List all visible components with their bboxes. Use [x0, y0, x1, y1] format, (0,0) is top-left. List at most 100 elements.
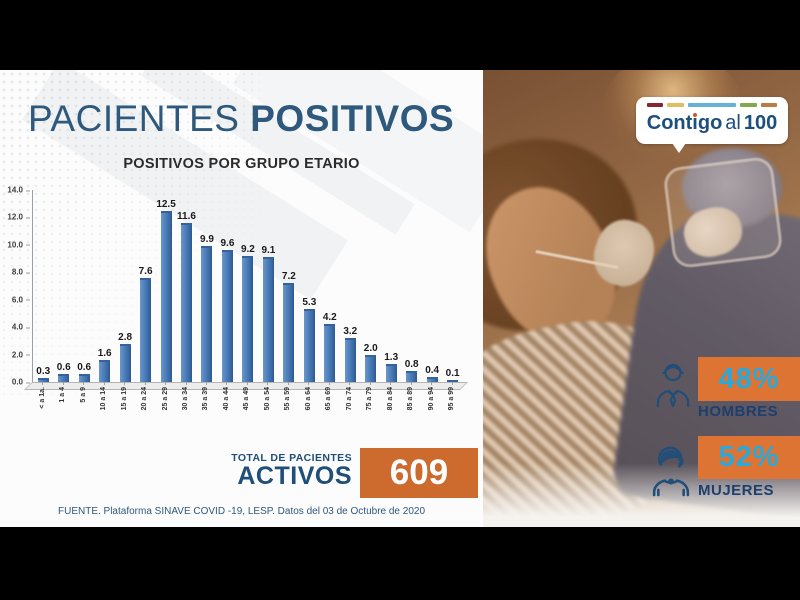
bar-value-label: 9.9 — [200, 234, 214, 246]
category-slot: 20 a 24 — [134, 382, 154, 436]
bar-value-label: 0.6 — [56, 361, 71, 373]
x-category-label: 65 a 69 — [325, 387, 333, 411]
x-category-label: 1 a 4 — [59, 387, 67, 403]
bar-group: 12.5 — [156, 190, 176, 382]
bar-group: 2.0 — [361, 190, 381, 382]
bar — [58, 373, 70, 382]
y-tick-label: 6.0 — [11, 295, 31, 305]
total-patients-value-badge: 609 — [360, 448, 478, 498]
bar-value-label: 3.2 — [343, 326, 358, 338]
bar-value-label: 1.3 — [384, 352, 399, 364]
bar-group: 9.2 — [238, 190, 258, 382]
bar — [262, 257, 274, 382]
bar-group: 1.6 — [94, 190, 114, 382]
logo-dash — [667, 103, 684, 107]
bar — [78, 373, 90, 382]
page-title-bold: POSITIVOS — [250, 98, 455, 139]
bar-value-label: 4.2 — [322, 312, 337, 324]
hombres-label: HOMBRES — [698, 403, 779, 420]
x-category-label: 75 a 79 — [366, 387, 374, 411]
category-slot: 60 a 64 — [298, 382, 318, 436]
bar — [426, 376, 438, 382]
x-category-label: 95 a 99 — [448, 387, 456, 411]
y-tick-label: 0.0 — [11, 377, 31, 387]
bar-group: 0.6 — [53, 190, 73, 382]
bar-value-label: 0.6 — [77, 361, 92, 373]
logo-dashes — [647, 103, 777, 107]
x-category-label: 35 a 39 — [202, 387, 210, 411]
bar-value-label: 1.6 — [97, 348, 112, 360]
category-slot: 10 a 14 — [93, 382, 113, 436]
y-tick-label: 8.0 — [11, 267, 31, 277]
logo-dash — [740, 103, 757, 107]
chart-title: POSITIVOS POR GRUPO ETARIO — [123, 156, 360, 172]
bar-group: 9.9 — [197, 190, 217, 382]
bar — [201, 246, 213, 382]
bar-value-label: 9.2 — [240, 243, 255, 255]
bar-group: 5.3 — [299, 190, 319, 382]
contigo-al-100-logo: Contıgo al 100 — [636, 97, 788, 153]
category-slot: 5 a 9 — [73, 382, 93, 436]
logo-i-orange-dot: ı — [692, 112, 698, 134]
bar-group: 4.2 — [320, 190, 340, 382]
x-category-label: 90 a 94 — [427, 387, 435, 411]
bar-value-label: 9.1 — [261, 245, 276, 257]
slide: PACIENTES POSITIVOS POSITIVOS POR GRUPO … — [0, 70, 800, 527]
bar — [406, 371, 418, 382]
woman-icon — [644, 439, 698, 502]
chart-bars: 0.3 0.6 0.6 1.6 2.8 7.6 12.5 11.6 9.9 9.6 9.2 9.1 7.… — [33, 190, 463, 382]
bar-group: 9.6 — [217, 190, 237, 382]
bar — [119, 343, 131, 382]
x-category-label: 60 a 64 — [304, 387, 312, 411]
category-slot: 15 a 19 — [114, 382, 134, 436]
bar-group: 0.6 — [74, 190, 94, 382]
bar-group: 7.6 — [135, 190, 155, 382]
bar-group: 9.1 — [258, 190, 278, 382]
bar-group: 0.8 — [401, 190, 421, 382]
x-category-label: 30 a 34 — [182, 387, 190, 411]
bar — [181, 222, 193, 382]
logo-dash — [760, 103, 777, 107]
bar-value-label: 5.3 — [302, 297, 317, 309]
y-tick-label: 10.0 — [7, 240, 30, 250]
category-slot: 75 a 79 — [360, 382, 380, 436]
category-slot: 95 a 99 — [441, 382, 461, 436]
category-slot: 90 a 94 — [421, 382, 441, 436]
category-slot: 85 a 89 — [400, 382, 420, 436]
photo-panel: Contıgo al 100 48% HOMBRES — [483, 70, 800, 527]
page-title: PACIENTES POSITIVOS — [28, 98, 454, 140]
category-slot: 25 a 29 — [155, 382, 175, 436]
y-axis-labels: 0.0 2.0 4.0 6.0 8.0 10.0 12.0 14.0 — [0, 186, 31, 387]
category-slot: 55 a 59 — [278, 382, 298, 436]
bar-group: 11.6 — [176, 190, 196, 382]
logo-dash — [647, 103, 664, 107]
chart-plot: 0.3 0.6 0.6 1.6 2.8 7.6 12.5 11.6 9.9 9.6 9.2 9.1 7.… — [32, 190, 463, 382]
bar — [324, 324, 336, 382]
category-slot: 65 a 69 — [319, 382, 339, 436]
category-slot: 70 a 74 — [339, 382, 359, 436]
x-category-label: 55 a 59 — [284, 387, 292, 411]
bar — [37, 377, 49, 382]
mujeres-label: MUJERES — [698, 482, 775, 499]
mujeres-percentage-box: 52% — [698, 436, 800, 479]
bar — [221, 250, 233, 382]
mujeres-percentage: 52% — [718, 441, 780, 473]
category-slot: 30 a 34 — [175, 382, 195, 436]
page-title-regular: PACIENTES — [28, 98, 240, 139]
x-category-label: 10 a 14 — [100, 387, 108, 411]
total-patients-label-bottom: ACTIVOS — [237, 462, 352, 490]
category-slot: 35 a 39 — [196, 382, 216, 436]
bar-value-label: 7.2 — [281, 271, 296, 283]
bar — [385, 364, 397, 382]
bar — [303, 309, 315, 382]
x-category-label: 5 a 9 — [79, 387, 87, 403]
bar — [160, 210, 172, 382]
man-icon — [650, 360, 696, 413]
bar-value-label: 7.6 — [138, 265, 153, 277]
category-slot: 50 a 54 — [257, 382, 277, 436]
chart-categories: < a 1a. 1 a 4 5 a 9 10 a 14 15 a 19 20 a 24 25… — [32, 382, 462, 436]
y-tick-label: 14.0 — [7, 185, 30, 195]
bar-value-label: 9.6 — [220, 238, 235, 250]
logo-word-contigo: Contıgo — [646, 112, 723, 134]
x-category-label: 45 a 49 — [243, 387, 251, 411]
